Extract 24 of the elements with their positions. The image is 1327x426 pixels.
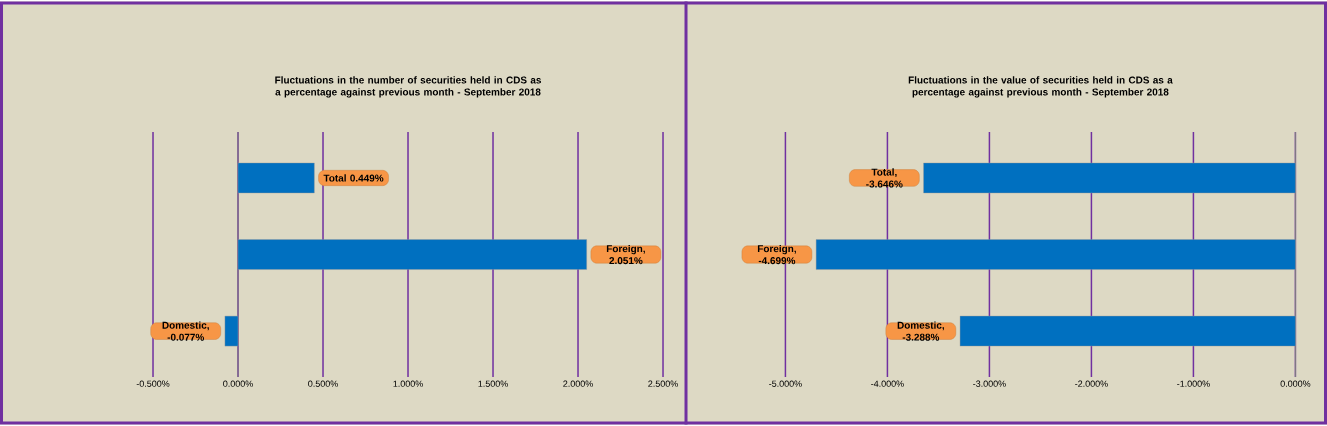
bar bbox=[237, 239, 587, 270]
x-tick-label: 1.500% bbox=[478, 380, 508, 387]
data-label: Foreign, -4.699% bbox=[757, 244, 796, 265]
x-tick-label: -2.000% bbox=[1075, 380, 1108, 387]
x-tick-label: 0.000% bbox=[1280, 380, 1311, 387]
x-tick-label: 0.000% bbox=[223, 380, 253, 387]
bar bbox=[224, 315, 239, 347]
bar bbox=[237, 162, 315, 194]
chart-title: Fluctuations in the value of securities held in CDS as a percentage against previous month - September 2018 bbox=[908, 76, 1173, 98]
data-label: Foreign, 2.051% bbox=[606, 244, 645, 265]
data-label: Total 0.449% bbox=[323, 174, 384, 182]
x-tick-label: -0.500% bbox=[136, 380, 170, 387]
x-tick-label: -5.000% bbox=[769, 380, 802, 387]
chart-title: Fluctuations in the number of securities held in CDS as a percentage against previous month - September 2018 bbox=[275, 76, 542, 98]
x-tick-label: 1.000% bbox=[393, 380, 423, 387]
x-tick-label: 2.000% bbox=[563, 380, 593, 387]
x-tick-label: -3.000% bbox=[973, 380, 1006, 387]
data-label: Domestic, -3.288% bbox=[897, 321, 944, 341]
x-tick-label: -1.000% bbox=[1177, 380, 1210, 387]
data-label: Total, -3.646% bbox=[866, 168, 903, 188]
x-tick-label: 2.500% bbox=[648, 380, 678, 387]
x-tick-label: -4.000% bbox=[871, 380, 904, 387]
x-tick-label: 0.500% bbox=[308, 380, 338, 387]
data-label: Domestic, -0.077% bbox=[162, 321, 209, 341]
